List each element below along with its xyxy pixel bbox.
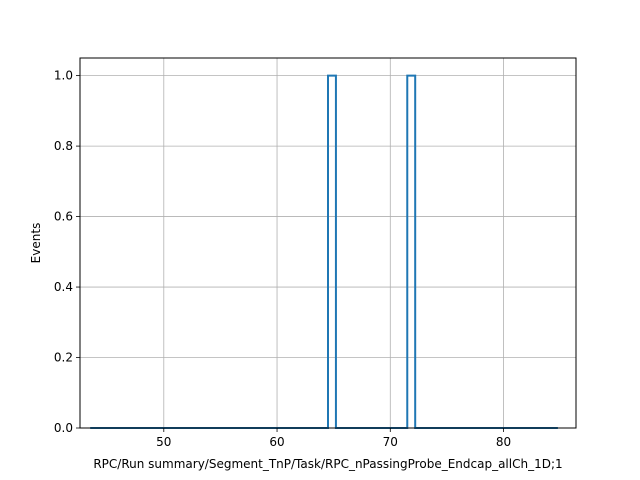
y-tick-label: 0.8	[54, 139, 73, 153]
y-tick-label: 1.0	[54, 69, 73, 83]
x-tick-label: 60	[269, 435, 284, 449]
x-axis-ticks: 50 60 70 80	[156, 428, 511, 449]
x-tick-label: 80	[496, 435, 511, 449]
y-tick-label: 0.4	[54, 280, 73, 294]
x-tick-label: 70	[383, 435, 398, 449]
y-tick-label: 0.0	[54, 421, 73, 435]
y-axis-label: Events	[29, 223, 43, 264]
y-tick-label: 0.6	[54, 210, 73, 224]
plot-frame	[79, 57, 577, 429]
x-tick-label: 50	[156, 435, 171, 449]
y-tick-label: 0.2	[54, 351, 73, 365]
y-axis-ticks: 0.0 0.2 0.4 0.6 0.8 1.0	[54, 69, 80, 435]
x-axis-label: RPC/Run summary/Segment_TnP/Task/RPC_nPa…	[93, 457, 562, 471]
